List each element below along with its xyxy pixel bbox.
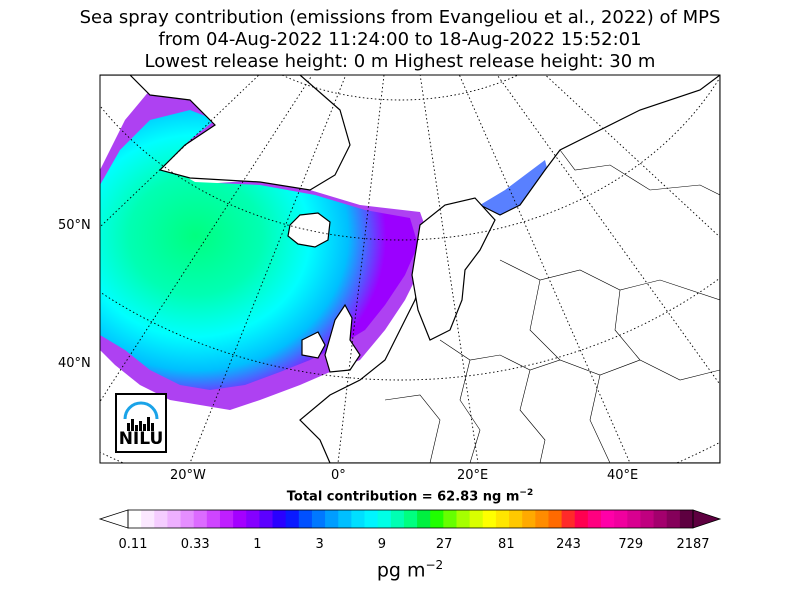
lon-label-0: 0° [331, 468, 346, 483]
british-isles [324, 303, 361, 373]
colorbar-swatch [338, 510, 352, 528]
colorbar-swatch [535, 510, 549, 528]
colorbar-min-arrow [98, 509, 129, 529]
plume-north [480, 160, 548, 225]
colorbar-swatch [364, 510, 379, 528]
colorbar-swatch [522, 510, 536, 528]
colorbar-swatch [403, 510, 418, 528]
colorbar-swatch [601, 510, 615, 528]
colorbar-swatch [246, 510, 260, 528]
colorbar-swatch [430, 510, 444, 528]
nilu-logo-text: NILU [118, 429, 164, 449]
colorbar-swatch [653, 510, 668, 528]
colorbar-swatch [482, 510, 497, 528]
colorbar-swatch [180, 510, 195, 528]
colorbar-swatch [259, 510, 274, 528]
iceland [287, 212, 331, 248]
lon-label-40e: 40°E [607, 468, 639, 483]
total-contribution: Total contribution = 62.83 ng m−2 [286, 488, 534, 505]
colorbar-swatch [640, 510, 655, 528]
colorbar-swatch [285, 510, 300, 528]
colorbar-swatch [587, 510, 602, 528]
colorbar-swatch [614, 510, 628, 528]
colorbar-unit: pg m−2 [376, 558, 444, 582]
colorbar-swatch [443, 510, 457, 528]
map-frame [99, 74, 721, 464]
ireland [301, 331, 326, 359]
colorbar-max-arrow [692, 509, 722, 529]
nilu-logo: NILU [115, 393, 167, 453]
colorbar-frame [127, 509, 694, 529]
colorbar-swatch [679, 510, 694, 528]
lon-label-20e: 20°E [457, 468, 489, 483]
lon-label-20w: 20°W [170, 468, 206, 483]
colorbar-swatch [390, 510, 405, 528]
colorbar-swatch [141, 510, 155, 528]
colorbar-swatch [233, 510, 247, 528]
colorbar-swatch [456, 510, 471, 528]
colorbar-swatch [193, 510, 208, 528]
colorbar-swatch [666, 510, 681, 528]
colorbar-swatch [495, 510, 510, 528]
colorbar-tick-label: 0.33 [180, 537, 210, 552]
graticule [100, 75, 720, 463]
colorbar-swatch [548, 510, 563, 528]
colorbar-swatch [417, 510, 431, 528]
colorbar-tick-label: 1 [253, 537, 262, 552]
greenland [100, 75, 351, 191]
colorbar-swatch [627, 510, 641, 528]
colorbar-swatch [206, 510, 221, 528]
colorbar-swatch [298, 510, 313, 528]
colorbar-swatch [219, 510, 234, 528]
title-line-1: Sea spray contribution (emissions from E… [79, 7, 721, 28]
colorbar-swatch [167, 510, 182, 528]
colorbar-tick-label: 27 [435, 537, 453, 552]
colorbar-swatch [574, 510, 589, 528]
colorbar-swatch [561, 510, 576, 528]
colorbar-swatch [311, 510, 326, 528]
colorbar-swatch [272, 510, 287, 528]
nilu-logo-icon [123, 401, 159, 431]
colorbar-tick-label: 2187 [676, 537, 710, 552]
title-line-2: from 04-Aug-2022 11:24:00 to 18-Aug-2022… [158, 29, 642, 50]
country-borders [384, 149, 720, 463]
colorbar-swatch [351, 510, 366, 528]
colorbar [98, 509, 722, 529]
colorbar-tick-label: 243 [556, 537, 581, 552]
colorbar-swatch [325, 510, 339, 528]
colorbar-tick-label: 3 [315, 537, 324, 552]
colorbar-tick-label: 0.11 [118, 537, 148, 552]
colorbar-tick-label: 729 [618, 537, 644, 552]
colorbar-swatch [128, 510, 142, 528]
lat-label-50n: 50°N [58, 218, 91, 233]
title-line-3: Lowest release height: 0 m Highest relea… [144, 51, 656, 72]
colorbar-swatch [509, 510, 523, 528]
colorbar-swatch [377, 510, 392, 528]
colorbar-tick-label: 81 [498, 537, 515, 552]
colorbar-swatch [154, 510, 168, 528]
colorbar-swatch [469, 510, 484, 528]
colorbar-tick-label: 9 [377, 537, 387, 552]
lat-label-40n: 40°N [58, 356, 91, 371]
